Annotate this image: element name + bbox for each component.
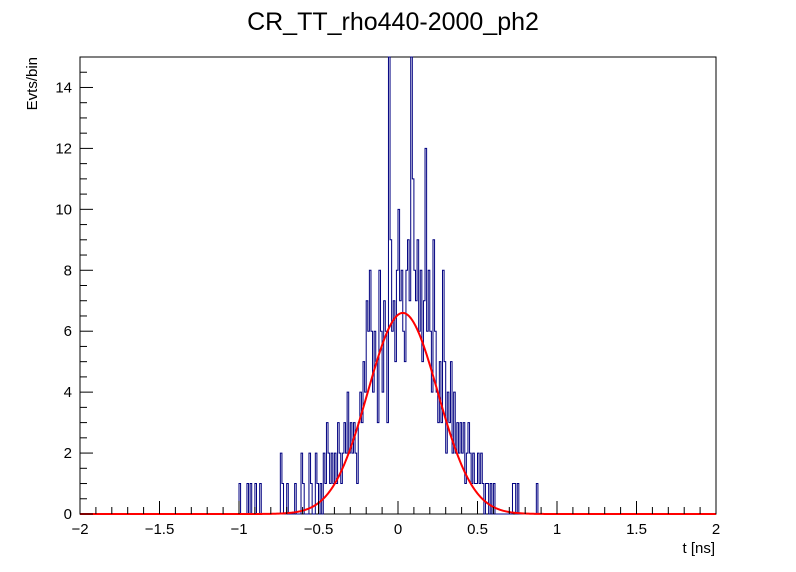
y-axis-label: Evts/bin xyxy=(24,57,41,110)
y-tick-label: 2 xyxy=(64,445,72,462)
y-tick-label: 14 xyxy=(55,79,72,96)
x-tick-label: 0 xyxy=(394,521,402,538)
x-tick-label: −1.5 xyxy=(145,521,175,538)
y-tick-label: 8 xyxy=(64,262,72,279)
x-tick-label: 2 xyxy=(712,521,720,538)
x-tick-label: 0.5 xyxy=(467,521,488,538)
x-tick-label: 1 xyxy=(553,521,561,538)
x-axis-label: t [ns] xyxy=(682,540,715,557)
gaussian-fit-curve xyxy=(80,311,716,515)
plot-frame xyxy=(79,56,717,515)
chart-title: CR_TT_rho440-2000_ph2 xyxy=(247,8,539,36)
x-tick-label: −2 xyxy=(71,521,88,538)
x-tick-label: −1 xyxy=(230,521,247,538)
y-tick-label: 4 xyxy=(64,384,72,401)
axes-layer: −2 −1.5 −1 −0.5 0 0.5 1 1.5 2 0 2 4 6 8 10 12 14 xyxy=(55,56,720,538)
y-tick-label: 12 xyxy=(55,140,72,157)
y-tick-label: 6 xyxy=(64,323,72,340)
x-tick-label: 1.5 xyxy=(626,521,647,538)
fit-layer xyxy=(80,311,716,515)
y-tick-label: 0 xyxy=(64,506,72,523)
x-tick-label: −0.5 xyxy=(304,521,334,538)
y-tick-label: 10 xyxy=(55,201,72,218)
